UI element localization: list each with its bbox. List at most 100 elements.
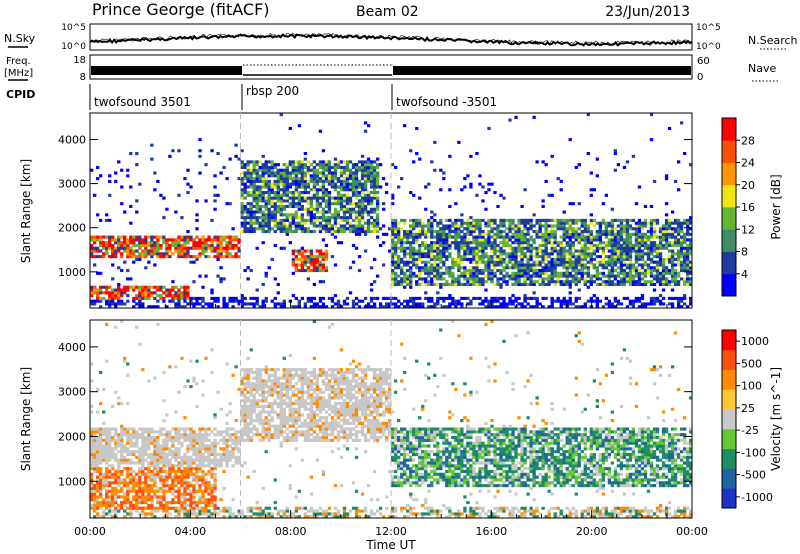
data-cell	[673, 277, 678, 281]
data-cell	[535, 269, 539, 273]
data-cell	[123, 291, 127, 295]
data-cell	[496, 224, 500, 228]
data-cell	[279, 305, 283, 309]
data-cell	[102, 285, 106, 289]
data-cell	[625, 305, 630, 309]
data-cell	[559, 299, 563, 303]
data-cell	[553, 274, 557, 278]
data-cell	[445, 218, 449, 222]
data-cell	[676, 260, 681, 264]
data-cell	[144, 467, 148, 471]
data-cell	[339, 241, 344, 245]
data-cell	[652, 218, 657, 222]
data-cell	[616, 224, 621, 228]
data-cell	[264, 230, 268, 234]
data-cell	[264, 171, 268, 175]
data-cell	[192, 506, 196, 510]
data-cell	[324, 305, 329, 309]
data-cell	[312, 165, 317, 170]
data-cell	[114, 501, 118, 505]
data-cell	[204, 199, 208, 203]
data-cell	[129, 435, 133, 440]
data-cell	[153, 305, 157, 309]
data-cell	[141, 492, 145, 496]
data-cell	[240, 179, 244, 183]
data-cell	[363, 168, 368, 172]
data-cell	[180, 506, 184, 510]
data-cell	[114, 512, 118, 516]
data-cell	[451, 260, 455, 264]
data-cell	[427, 255, 431, 259]
data-cell	[93, 255, 97, 259]
data-cell	[204, 302, 208, 306]
data-cell	[174, 469, 178, 474]
data-cell	[369, 191, 374, 195]
data-cell	[637, 296, 642, 300]
data-cell	[96, 430, 100, 434]
data-cell	[366, 157, 371, 161]
data-cell	[511, 241, 515, 245]
data-cell	[511, 232, 515, 236]
data-cell	[177, 467, 181, 471]
data-cell	[135, 484, 139, 488]
data-cell	[105, 441, 109, 445]
data-cell	[246, 193, 250, 197]
data-cell	[363, 210, 368, 214]
data-cell	[493, 252, 497, 256]
data-cell	[589, 193, 593, 197]
data-cell	[249, 193, 253, 197]
data-cell	[135, 285, 139, 289]
data-cell	[469, 249, 473, 253]
data-cell	[445, 224, 449, 228]
data-cell	[258, 204, 262, 209]
data-cell	[156, 241, 160, 245]
data-cell	[685, 249, 690, 253]
data-cell	[568, 285, 572, 289]
data-cell	[99, 455, 103, 459]
data-cell	[243, 269, 247, 273]
data-cell	[354, 230, 359, 234]
data-cell	[327, 191, 332, 195]
data-cell	[177, 441, 181, 445]
data-cell	[499, 241, 503, 245]
data-cell	[649, 224, 654, 228]
data-cell	[631, 274, 636, 278]
data-cell	[150, 501, 154, 505]
data-cell	[282, 185, 286, 189]
data-cell	[318, 221, 323, 225]
data-cell	[288, 174, 292, 178]
data-cell	[267, 171, 271, 175]
data-cell	[685, 252, 690, 256]
data-cell	[165, 481, 169, 485]
data-cell	[324, 249, 329, 253]
data-cell	[285, 171, 289, 175]
data-cell	[111, 509, 115, 513]
data-cell	[403, 260, 407, 264]
data-cell	[547, 238, 551, 242]
data-cell	[249, 269, 253, 273]
data-cell	[643, 271, 648, 275]
data-cell	[457, 302, 461, 306]
data-cell	[186, 241, 190, 245]
data-cell	[673, 252, 678, 256]
data-cell	[348, 196, 353, 200]
data-cell	[658, 243, 663, 248]
data-cell	[117, 478, 121, 482]
data-cell	[141, 433, 145, 437]
data-cell	[90, 291, 94, 295]
data-cell	[279, 113, 283, 117]
data-cell	[105, 246, 109, 250]
data-cell	[132, 435, 136, 440]
data-cell	[147, 430, 151, 434]
data-cell	[282, 221, 286, 225]
data-cell	[288, 216, 292, 220]
data-cell	[255, 302, 259, 306]
data-cell	[360, 174, 365, 178]
data-cell	[117, 464, 121, 468]
data-cell	[267, 230, 271, 234]
data-cell	[475, 193, 479, 197]
data-cell	[339, 182, 344, 186]
data-cell	[315, 210, 320, 214]
data-cell	[231, 235, 235, 239]
data-cell	[400, 238, 404, 242]
